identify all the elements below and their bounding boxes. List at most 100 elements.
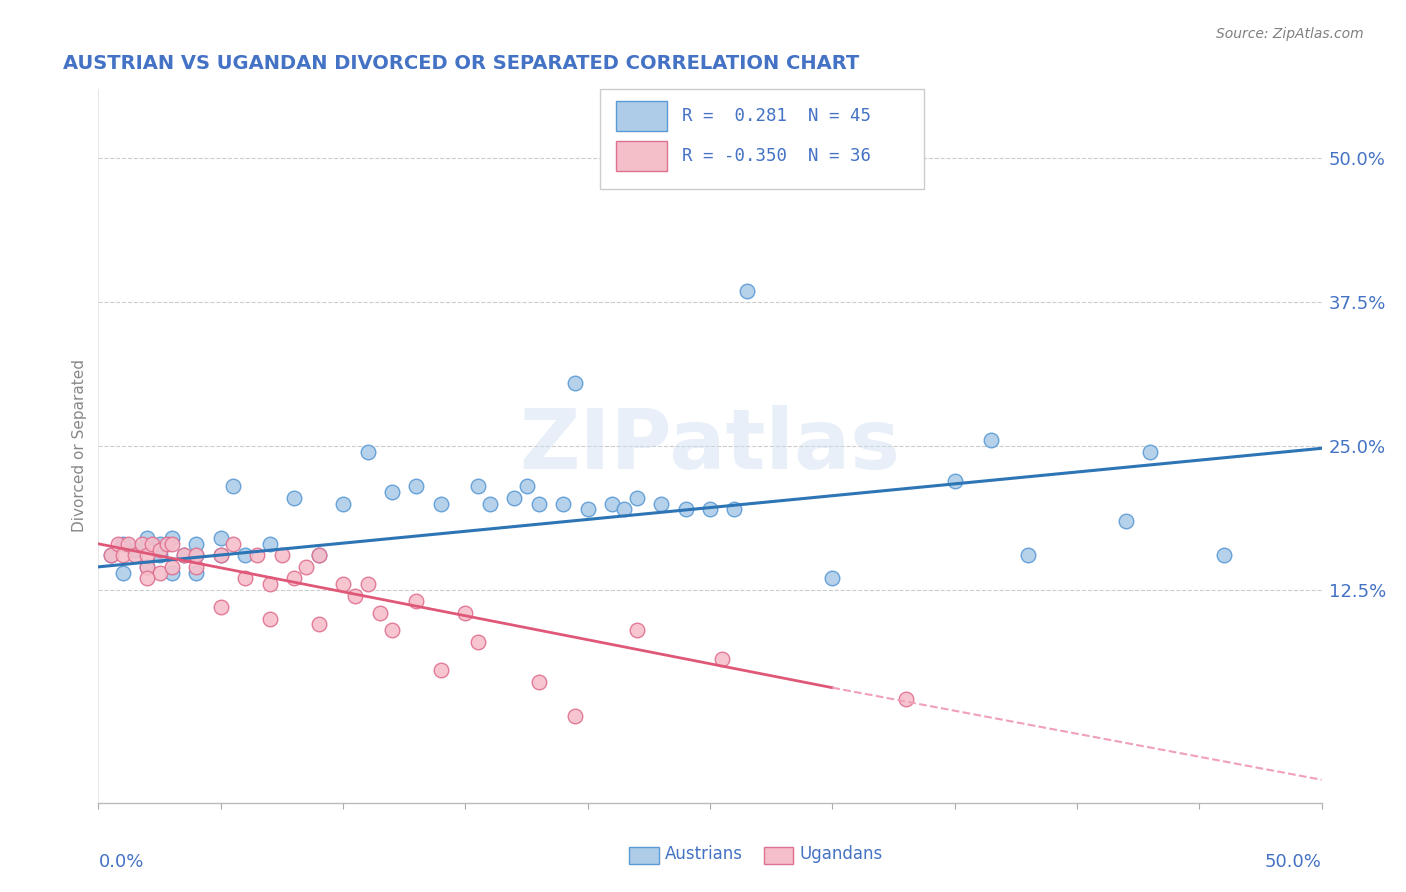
FancyBboxPatch shape [763,847,793,864]
Point [283,571,305,585]
Point [308,549,330,563]
Point [735,284,758,298]
Point [344,589,367,603]
Point [699,502,721,516]
Point [576,502,599,516]
FancyBboxPatch shape [600,89,924,189]
Point [332,497,354,511]
Point [111,549,134,563]
Point [222,537,245,551]
Text: AUSTRIAN VS UGANDAN DIVORCED OR SEPARATED CORRELATION CHART: AUSTRIAN VS UGANDAN DIVORCED OR SEPARATE… [63,54,859,72]
Point [222,479,245,493]
Point [209,549,232,563]
Point [149,537,172,551]
Point [259,537,281,551]
Point [1212,549,1234,563]
Text: R = -0.350  N = 36: R = -0.350 N = 36 [682,146,870,164]
Point [503,491,526,505]
Point [270,549,294,563]
Point [381,485,404,500]
Point [136,559,159,574]
Point [332,577,354,591]
Point [124,549,146,563]
Point [356,444,378,458]
Point [405,594,427,608]
Point [368,606,391,620]
Point [259,612,281,626]
Point [467,634,489,648]
Point [675,502,697,516]
Point [186,559,208,574]
Point [156,537,179,551]
Text: 0.0%: 0.0% [98,853,143,871]
Point [515,479,537,493]
Point [246,549,269,563]
Point [711,652,734,666]
Point [943,474,966,488]
Y-axis label: Divorced or Separated: Divorced or Separated [72,359,87,533]
Point [149,566,172,580]
Point [467,479,489,493]
Point [131,537,153,551]
Point [626,491,648,505]
Point [478,497,501,511]
Point [295,559,318,574]
Point [136,531,159,545]
FancyBboxPatch shape [616,141,668,171]
Point [173,549,195,563]
Point [209,600,232,615]
Point [160,559,183,574]
Point [141,537,163,551]
Text: ZIPatlas: ZIPatlas [520,406,900,486]
Point [160,537,183,551]
Point [124,542,146,557]
Text: 50.0%: 50.0% [1265,853,1322,871]
FancyBboxPatch shape [616,102,668,131]
Point [405,479,427,493]
Point [160,566,183,580]
Point [600,497,623,511]
Point [233,571,256,585]
Point [613,502,636,516]
Point [107,537,129,551]
Point [186,537,208,551]
Point [283,491,305,505]
Point [136,559,159,574]
Point [209,531,232,545]
Point [173,549,195,563]
Text: Ugandans: Ugandans [800,846,883,863]
Point [111,566,134,580]
Point [308,617,330,632]
Point [308,549,330,563]
Point [160,531,183,545]
Point [136,549,159,563]
Point [1139,444,1161,458]
FancyBboxPatch shape [630,847,658,864]
Point [564,376,586,390]
Point [136,571,159,585]
Point [1115,514,1137,528]
Point [186,566,208,580]
Point [894,692,917,706]
Point [149,549,172,563]
Point [259,577,281,591]
Point [149,542,172,557]
Point [186,549,208,563]
Point [117,537,139,551]
Point [381,623,404,637]
Point [186,549,208,563]
Point [111,537,134,551]
Point [626,623,648,637]
Text: R =  0.281  N = 45: R = 0.281 N = 45 [682,107,870,125]
Point [454,606,477,620]
Point [233,549,256,563]
Point [209,549,232,563]
Point [821,571,844,585]
Point [430,497,453,511]
Point [527,675,550,690]
Point [430,664,453,678]
Point [650,497,672,511]
Text: Austrians: Austrians [665,846,742,863]
Point [980,434,1002,448]
Point [356,577,378,591]
